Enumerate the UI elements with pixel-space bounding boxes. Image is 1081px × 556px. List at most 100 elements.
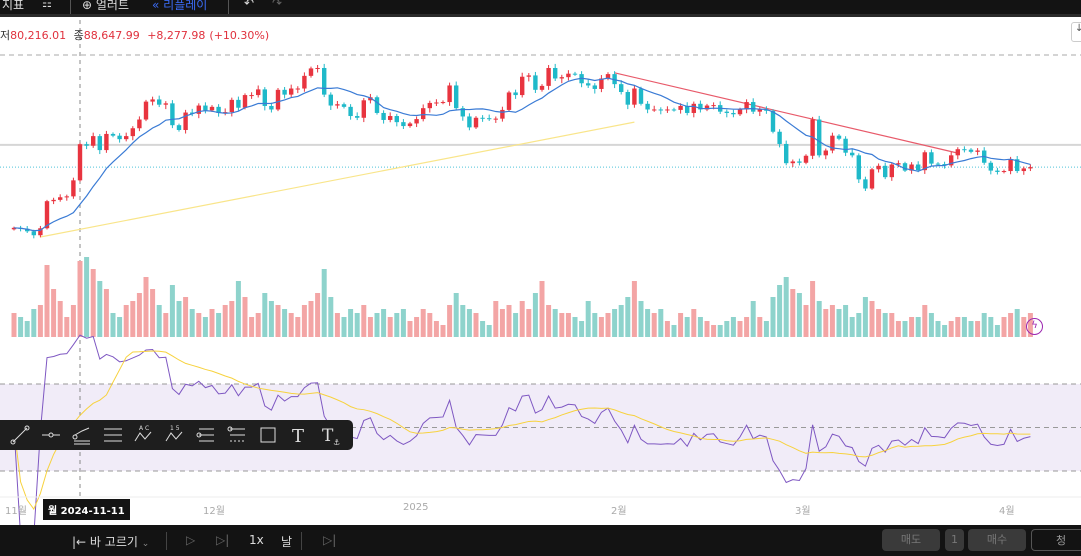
volume-bar [176,301,182,337]
volume-bar [288,313,294,337]
abcd-pattern-icon[interactable]: A C [132,423,156,447]
parallel-channel-icon[interactable] [101,423,125,447]
volume-bar [433,321,439,337]
volume-bar [684,317,690,337]
volume-bar [447,305,453,337]
low-value: 80,216.01 [10,29,67,42]
candle-body [223,112,228,114]
volume-bar [961,317,967,337]
volume-bar [1008,313,1014,337]
candle-body [44,201,50,229]
gann-fan-icon[interactable] [194,423,218,447]
collapse-legend-button[interactable]: ↓ [1071,22,1081,42]
volume-bar [829,305,835,337]
candle-body [262,89,267,106]
fib-retracement-icon[interactable] [70,423,94,447]
volume-bar [770,297,776,337]
candle-body [176,125,182,130]
candle-body [322,67,327,95]
candle-body [599,78,604,89]
volume-bar [334,313,340,337]
indicators-button[interactable]: 지표 [2,0,25,12]
close-position-button[interactable]: 청 [1031,529,1081,551]
close-value: 88,647.99 [83,29,140,42]
rsi-signal-line [13,350,1031,511]
volume-bar [618,305,624,337]
volume-bar [1001,317,1007,337]
candle-body [790,161,795,164]
candle-body [143,101,149,120]
volume-bar [876,309,882,337]
volume-bar [394,313,400,337]
alert-button[interactable]: ⊕ 얼러트 [82,0,129,13]
x-axis-label: 11월 [5,506,27,517]
volume-bar [51,289,57,337]
horizontal-ray-icon[interactable] [39,423,63,447]
volume-bar [724,321,730,337]
candle-body [388,116,393,120]
candle-body [949,155,954,166]
candle-body [110,133,116,136]
candle-body [104,133,109,151]
volume-bar [262,293,268,337]
close-label: 종 [73,29,84,42]
pitchfork-icon[interactable] [225,423,249,447]
candle-body [638,88,644,104]
jump-to-realtime-icon[interactable]: ▷| [323,533,337,547]
candle-body [249,95,254,97]
volume-bar [315,293,321,337]
select-bar-button[interactable]: |← 바 고르기 ⌄ [72,533,149,550]
volume-bar [935,321,941,337]
rectangle-icon[interactable] [256,423,280,447]
candle-body [566,73,571,78]
volume-bar [625,297,631,337]
speed-button[interactable]: 1x [249,533,264,547]
play-icon[interactable]: ▷ [186,533,196,547]
lightning-icon[interactable]: ϟ [1026,318,1043,335]
candle-body [368,97,373,101]
volume-bar [407,321,413,337]
volume-bar [730,317,736,337]
volume-bar [420,309,426,337]
quantity-input[interactable]: 1 [945,529,964,551]
elliott-wave-icon[interactable]: 1 5 [163,423,187,447]
volume-bar [255,313,261,337]
step-forward-icon[interactable]: ▷| [216,533,230,547]
candle-body [447,85,452,103]
candle-body [348,106,353,117]
buy-button[interactable]: 매수 [968,529,1026,551]
candle-body [711,105,716,107]
candle-body [209,106,215,111]
volume-bar [856,313,862,337]
volume-bar [645,309,651,337]
interval-button[interactable]: 날 [281,535,293,549]
candle-body [38,228,43,236]
candle-body [1015,159,1020,172]
volume-bar [110,313,116,337]
candle-body [817,119,822,156]
trend-line-icon[interactable] [8,423,32,447]
text-icon[interactable]: T [287,423,311,447]
sell-button[interactable]: 매도 [882,529,940,551]
candle-body [883,165,888,178]
volume-bar [156,305,162,337]
volume-bar [975,321,981,337]
replay-button[interactable]: « 리플레이 [152,0,207,13]
candle-body [797,161,802,163]
volume-bar [348,309,354,337]
volume-bar [103,289,109,337]
templates-icon[interactable]: ⚏ [42,0,52,10]
undo-icon[interactable]: ↶ [244,0,255,10]
redo-icon[interactable]: ↷ [272,0,283,10]
volume-bar [183,297,189,337]
candle-body [1008,159,1013,172]
volume-bar [869,301,875,337]
chevron-down-icon[interactable]: ⌄ [141,539,150,549]
candle-body [619,84,624,93]
volume-bar [697,317,703,337]
volume-bar [889,313,895,337]
candle-body [685,105,690,113]
svg-text:⚓: ⚓ [333,438,340,447]
anchored-text-icon[interactable]: T ⚓ [318,423,342,447]
